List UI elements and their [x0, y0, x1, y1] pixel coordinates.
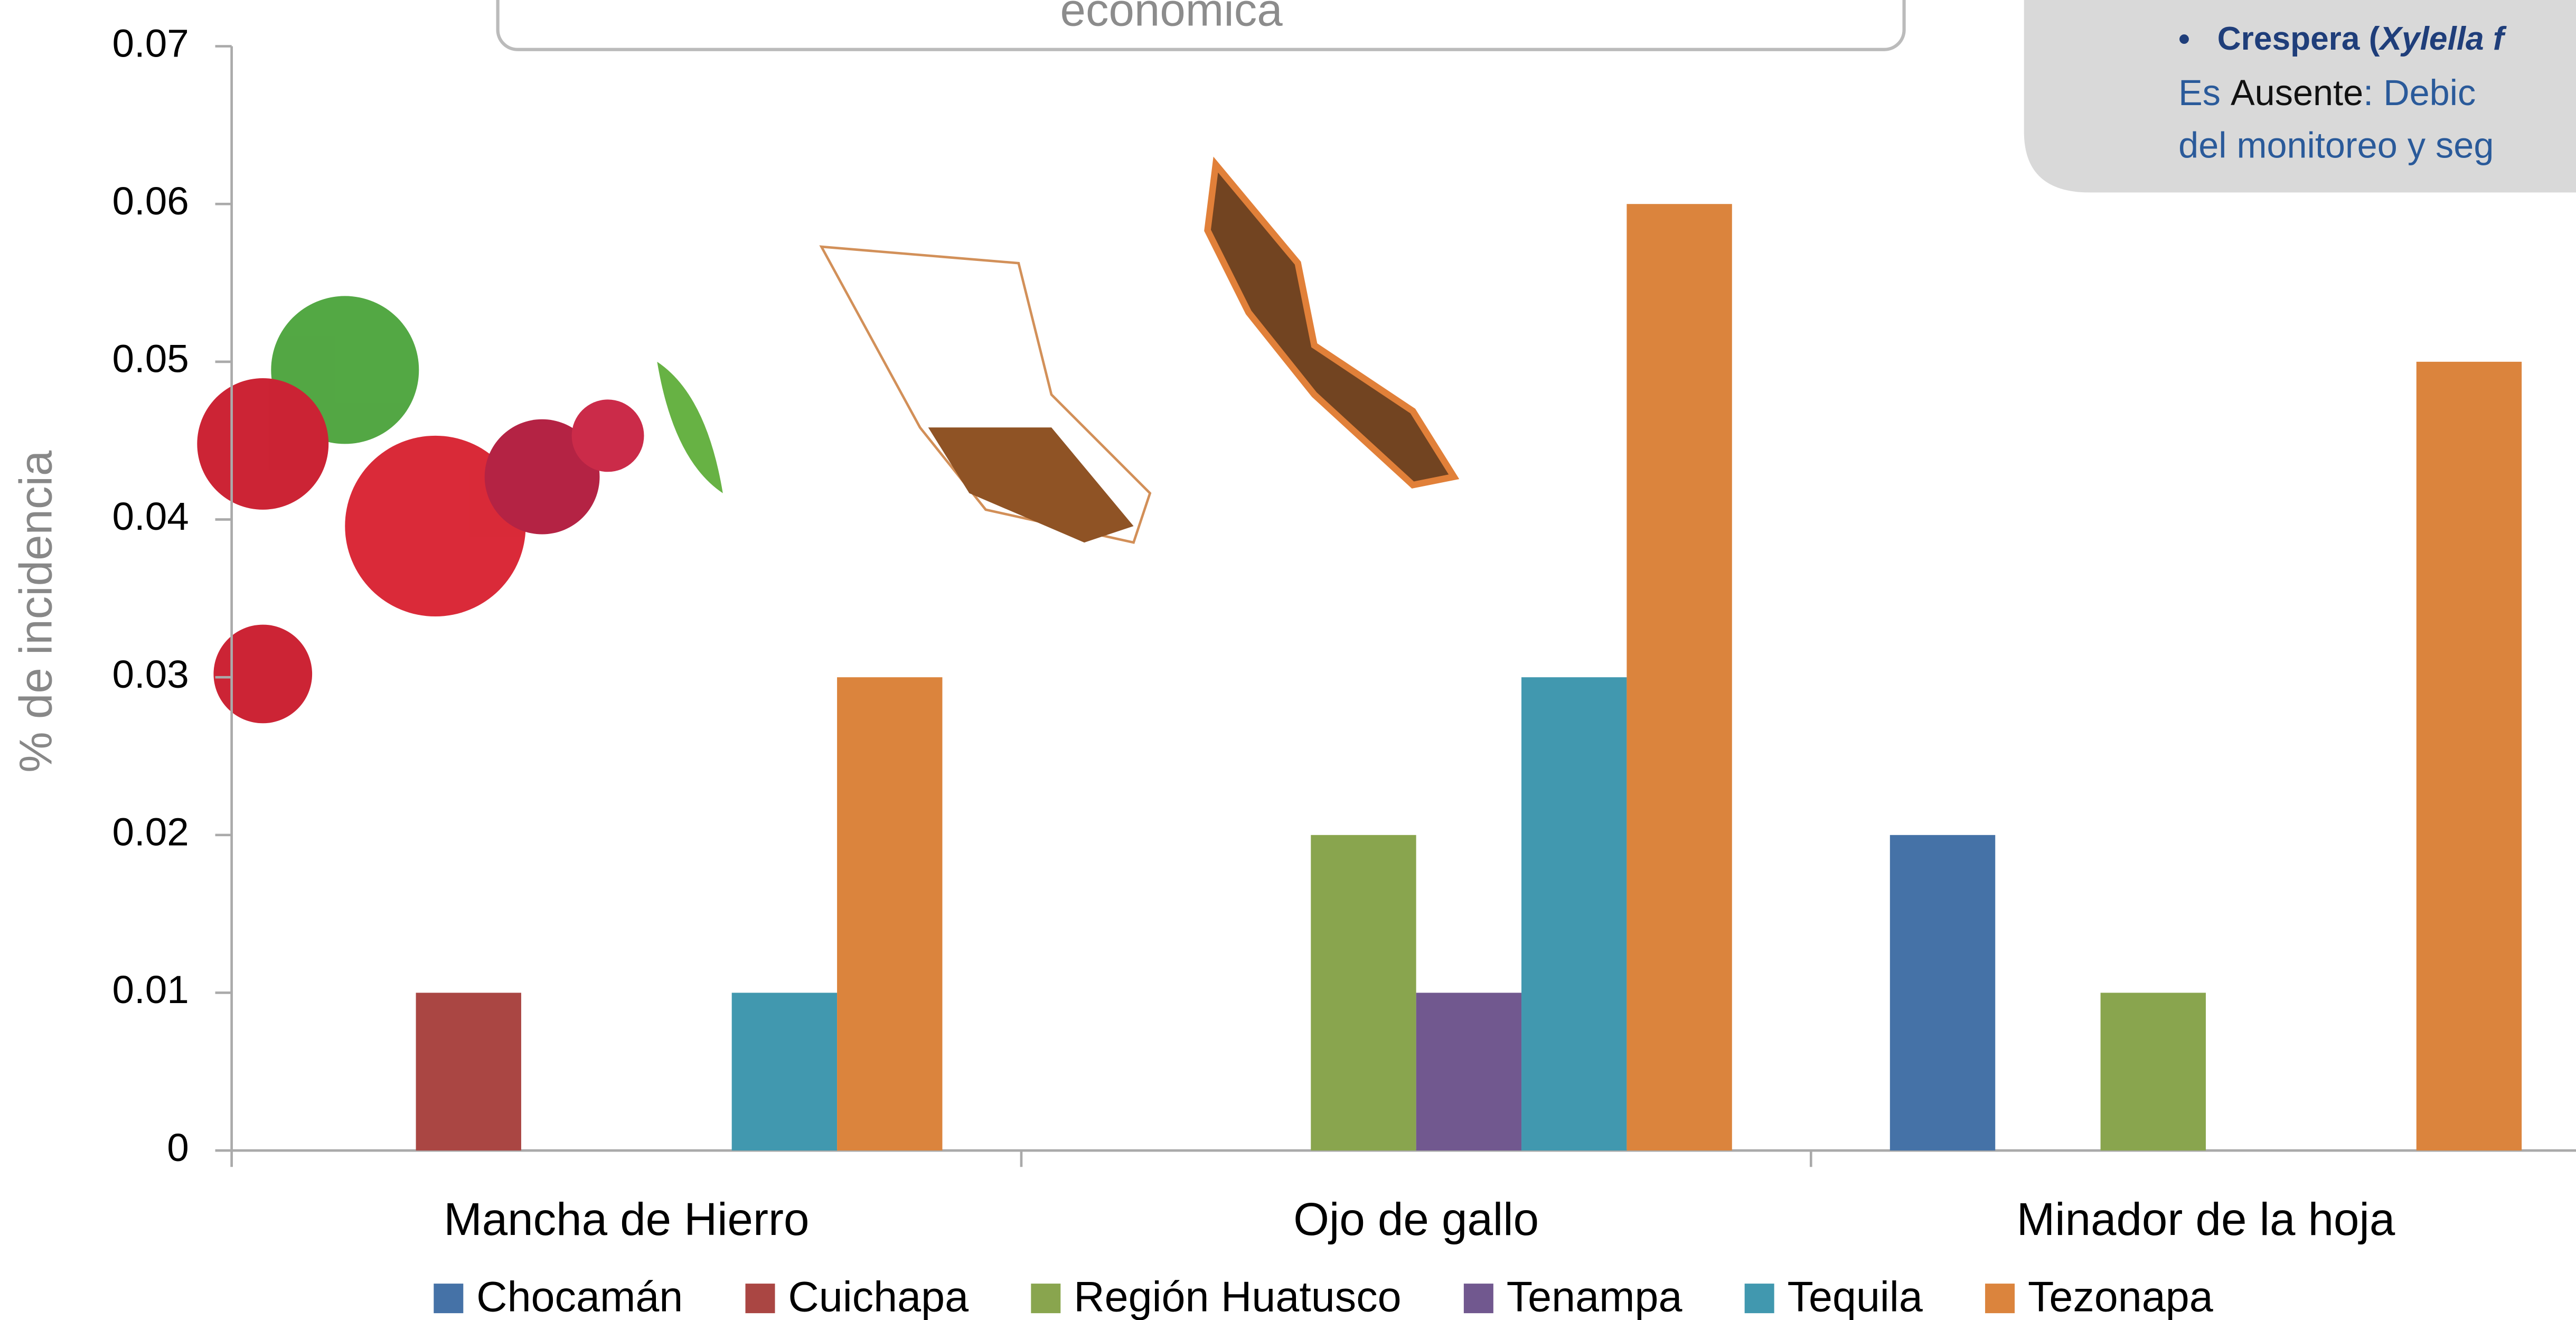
note-text: : Debic — [2363, 72, 2476, 113]
y-axis-title: % de incidencia — [11, 450, 62, 773]
bar — [1311, 835, 1416, 1151]
legend-swatch — [1031, 1284, 1061, 1314]
legend-swatch — [434, 1284, 464, 1314]
legend-label: Tezonapa — [2028, 1274, 2213, 1320]
header-box — [496, 0, 1906, 51]
legend-swatch — [745, 1284, 775, 1314]
bar — [1416, 993, 1522, 1151]
bar — [2100, 993, 2206, 1151]
legend-label: Región Huatusco — [1074, 1274, 1401, 1320]
note-italic: Xylella f — [2378, 21, 2506, 58]
note-word: Ausente — [2231, 72, 2363, 113]
legend-swatch — [1744, 1284, 1774, 1314]
x-tick-label: Ojo de gallo — [1293, 1194, 1539, 1245]
legend-label: Tequila — [1788, 1274, 1923, 1320]
y-tick-label: 0.01 — [112, 967, 189, 1012]
header-text: económica — [1060, 0, 1283, 35]
x-tick-label: Minador de la hoja — [2017, 1194, 2395, 1245]
bar — [416, 993, 521, 1151]
bar — [837, 677, 943, 1151]
bar — [1521, 677, 1627, 1151]
y-tick-label: 0.03 — [112, 652, 189, 696]
note-line: Es Ausente: Debic — [2178, 72, 2476, 113]
y-tick-label: 0.02 — [112, 810, 189, 854]
note-text: Es — [2178, 72, 2231, 113]
y-tick-label: 0.07 — [112, 21, 189, 65]
legend-label: Tenampa — [1507, 1274, 1682, 1320]
y-tick-label: 0 — [167, 1125, 189, 1169]
y-tick-label: 0.05 — [112, 336, 189, 381]
y-tick-label: 0.04 — [112, 494, 189, 538]
y-tick-label: 0.06 — [112, 179, 189, 223]
note-bold: Crespera ( — [2217, 21, 2380, 58]
legend-swatch — [1985, 1284, 2015, 1314]
x-tick-label: Mancha de Hierro — [444, 1194, 809, 1245]
bar — [1627, 204, 1732, 1151]
coffee-illustration — [197, 156, 1460, 724]
legend-label: Cuichapa — [788, 1274, 969, 1320]
legend-label: Chocamán — [476, 1274, 683, 1320]
note-box — [2024, 0, 2576, 193]
note-line: del monitoreo y seg — [2178, 125, 2494, 166]
bar — [731, 993, 838, 1151]
bar — [1889, 835, 1996, 1151]
bar — [2416, 361, 2522, 1151]
note-bullet: • Crespera (Xylella f — [2178, 21, 2507, 58]
legend-swatch — [1463, 1284, 1493, 1314]
